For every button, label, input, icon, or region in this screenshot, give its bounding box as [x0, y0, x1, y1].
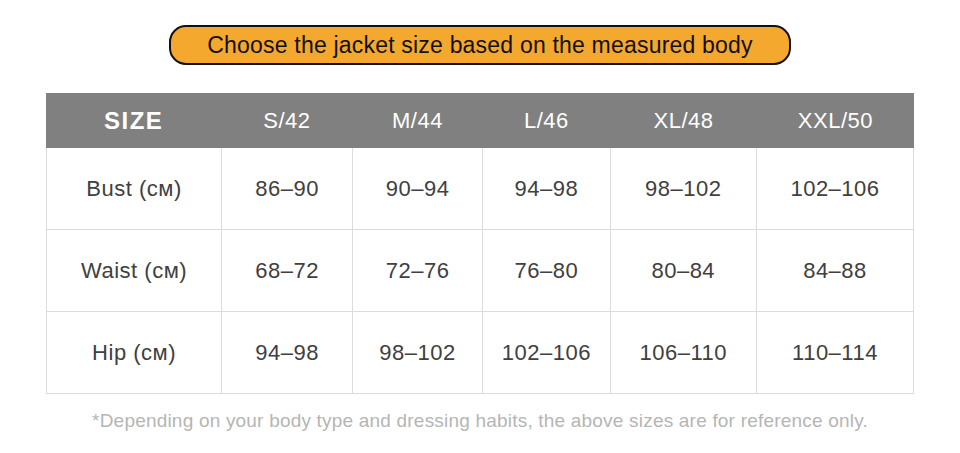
cell-waist-xxl: 84–88 [757, 230, 914, 312]
size-table: SIZE S/42 M/44 L/46 XL/48 XXL/50 Bust (с… [46, 93, 914, 394]
cell-bust-s: 86–90 [222, 148, 353, 230]
row-label-hip: Hip (см) [47, 312, 222, 394]
cell-bust-xxl: 102–106 [757, 148, 914, 230]
cell-waist-xl: 80–84 [611, 230, 758, 312]
cell-hip-xl: 106–110 [611, 312, 758, 394]
row-label-waist: Waist (см) [47, 230, 222, 312]
cell-bust-xl: 98–102 [611, 148, 758, 230]
cell-hip-m: 98–102 [353, 312, 483, 394]
cell-waist-l: 76–80 [483, 230, 610, 312]
size-chart-page: Choose the jacket size based on the meas… [0, 25, 960, 453]
title-banner: Choose the jacket size based on the meas… [169, 25, 791, 65]
cell-waist-s: 68–72 [222, 230, 353, 312]
header-cell-size: SIZE [46, 93, 221, 148]
cell-bust-m: 90–94 [353, 148, 483, 230]
header-cell-l46: L/46 [483, 93, 611, 148]
header-cell-xxl50: XXL/50 [757, 93, 914, 148]
row-label-bust: Bust (см) [47, 148, 222, 230]
title-banner-text: Choose the jacket size based on the meas… [207, 32, 753, 59]
footnote-text: *Depending on your body type and dressin… [0, 410, 960, 432]
table-row-hip: Hip (см) 94–98 98–102 102–106 106–110 11… [47, 312, 914, 394]
table-row-waist: Waist (см) 68–72 72–76 76–80 80–84 84–88 [47, 230, 914, 312]
size-table-header-row: SIZE S/42 M/44 L/46 XL/48 XXL/50 [46, 93, 914, 148]
size-table-body: Bust (см) 86–90 90–94 94–98 98–102 102–1… [46, 148, 914, 394]
cell-hip-s: 94–98 [222, 312, 353, 394]
cell-waist-m: 72–76 [353, 230, 483, 312]
cell-bust-l: 94–98 [483, 148, 610, 230]
header-cell-xl48: XL/48 [610, 93, 757, 148]
cell-hip-xxl: 110–114 [757, 312, 914, 394]
table-row-bust: Bust (см) 86–90 90–94 94–98 98–102 102–1… [47, 148, 914, 230]
header-cell-s42: S/42 [221, 93, 352, 148]
cell-hip-l: 102–106 [483, 312, 610, 394]
header-cell-m44: M/44 [352, 93, 482, 148]
